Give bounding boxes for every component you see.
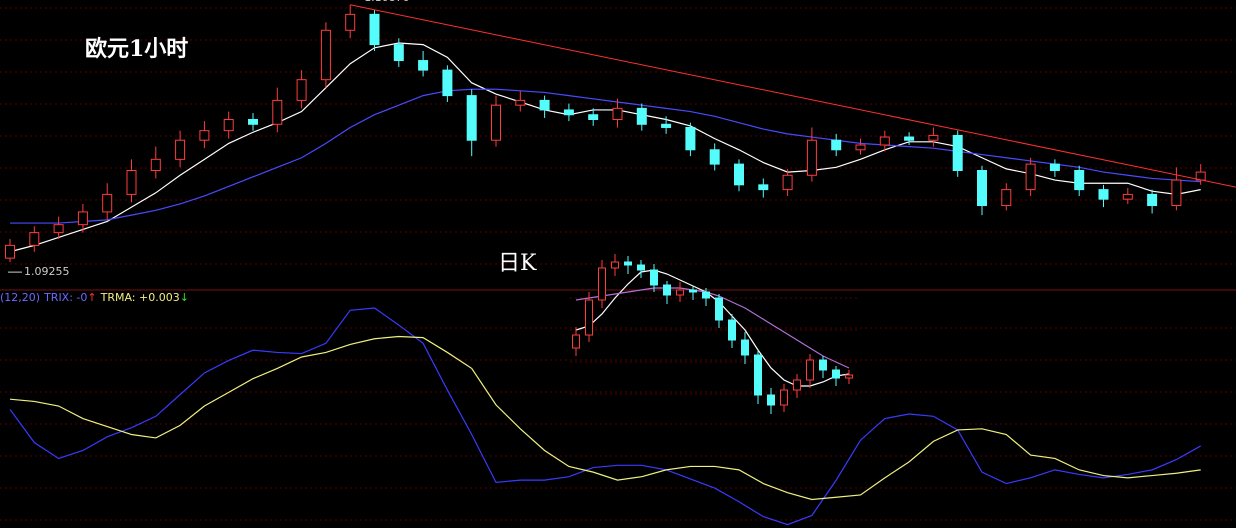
candle-body (741, 339, 749, 356)
candle-body (879, 136, 890, 146)
candle-body (977, 169, 987, 207)
candle-body (767, 394, 775, 406)
candle-body (102, 193, 113, 213)
candle-body (611, 261, 619, 269)
candle-body (702, 291, 710, 299)
candle-body (466, 95, 477, 141)
candle-body (296, 79, 307, 101)
candle-body (29, 232, 40, 246)
candle-body (563, 109, 574, 116)
candle-body (612, 107, 623, 121)
candle-body (819, 359, 827, 371)
candle-body (928, 134, 939, 141)
candle-body (728, 319, 736, 341)
candle-body (1049, 163, 1060, 171)
line-series (9, 335, 1201, 501)
header-params: (12,20) (0, 291, 41, 304)
candle-body (588, 114, 599, 121)
candle-body (515, 99, 526, 106)
candle-body (598, 267, 606, 301)
candle-body (689, 289, 697, 293)
candle-body (53, 224, 64, 234)
candle-body (793, 379, 801, 391)
candle-body (1171, 179, 1182, 207)
line-series (575, 269, 850, 387)
chart-title: 欧元1小时 (85, 36, 188, 62)
candle-body (650, 269, 658, 286)
candle-body (223, 119, 234, 132)
candle-body (248, 119, 258, 125)
low-label: 1.09255 (24, 265, 70, 278)
candle-body (175, 139, 186, 160)
candle-body (734, 163, 744, 186)
candle-body (369, 13, 380, 46)
candle-body (806, 359, 814, 381)
candle-body (636, 107, 647, 125)
line-series (10, 88, 1201, 224)
candle-body (709, 149, 720, 165)
candle-body (685, 126, 696, 151)
candle-body (418, 60, 429, 71)
candle-body (754, 354, 762, 396)
candle-body (676, 289, 684, 296)
candle-body (904, 136, 915, 141)
candle-body (393, 44, 404, 62)
candle-body (77, 211, 88, 226)
candle-body (320, 29, 331, 81)
candle-body (126, 169, 137, 195)
trend-line (350, 4, 1236, 188)
candle-body (806, 139, 817, 176)
line-series (9, 307, 1201, 526)
candle-body (845, 374, 853, 379)
candle-body (715, 297, 723, 321)
candle-body (572, 334, 580, 349)
candle-body (345, 13, 356, 31)
candle-body (272, 99, 283, 125)
header-arrow: ↑ (87, 291, 97, 304)
candle-body (491, 104, 501, 141)
candle-body (1001, 189, 1012, 207)
high-label: 1.10870 (364, 0, 410, 4)
candle-body (663, 284, 671, 296)
candle-body (637, 264, 645, 271)
candle-body (1147, 193, 1158, 207)
candle-body (1025, 163, 1036, 191)
line-series (9, 42, 1201, 253)
candle-body (624, 261, 632, 266)
candle-body (832, 369, 840, 379)
header-trma: TRMA: +0.003 (100, 291, 180, 304)
header-arrow: ↓ (179, 291, 189, 304)
indicator-header: (12,20) TRIX: -0↑ TRMA: +0.003↓ (0, 291, 193, 304)
inset-title: 日K (498, 251, 537, 276)
inset-grid (568, 290, 858, 420)
candle-body (199, 130, 210, 141)
candle-body (1122, 193, 1133, 200)
candle-body (539, 99, 550, 111)
candle-body (855, 144, 866, 151)
line-series (575, 287, 850, 369)
candle-body (1074, 169, 1085, 191)
candle-body (150, 158, 161, 171)
candle-body (952, 134, 963, 171)
candle-body (1098, 189, 1109, 200)
candle-body (758, 184, 769, 191)
candle-body (831, 139, 842, 151)
candle-body (5, 244, 15, 259)
header-trix: TRIX: -0 (44, 291, 88, 304)
candle-body (585, 299, 593, 336)
candle-body (661, 123, 672, 128)
candle-body (782, 174, 793, 191)
candle-body (442, 69, 453, 97)
candle-body (780, 389, 788, 406)
